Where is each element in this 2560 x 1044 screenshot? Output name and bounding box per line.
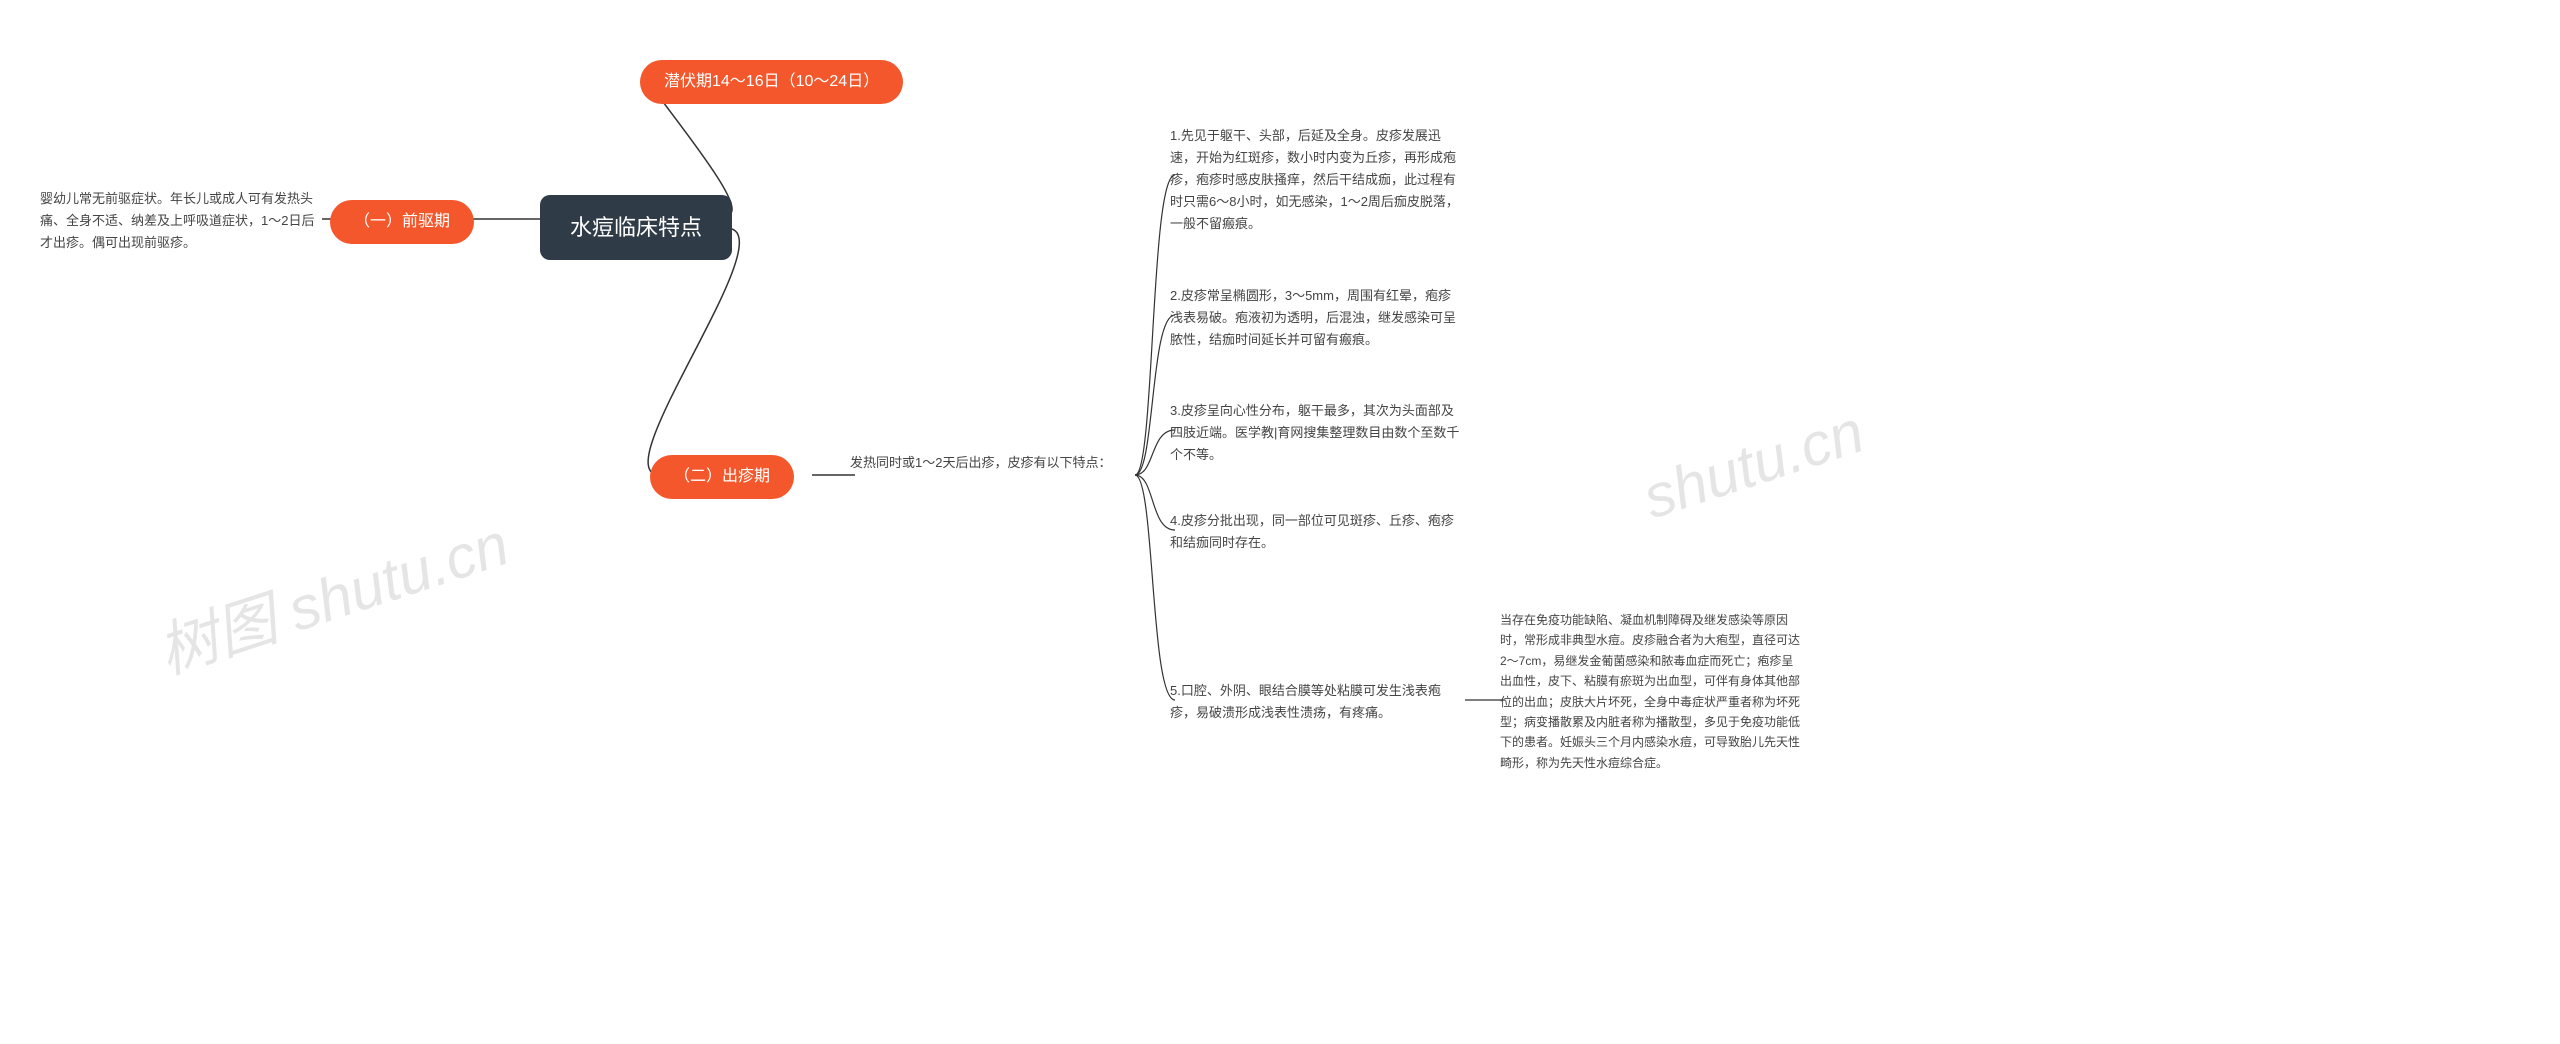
branch-prodrome-label: （一）前驱期 xyxy=(354,213,450,230)
prodrome-detail-text: 婴幼儿常无前驱症状。年长儿或成人可有发热头痛、全身不适、纳差及上呼吸道症状，1～… xyxy=(40,191,314,250)
root-node[interactable]: 水痘临床特点 xyxy=(540,195,732,260)
branch-rash-label: （二）出疹期 xyxy=(674,468,770,485)
root-label: 水痘临床特点 xyxy=(570,215,702,240)
watermark-2: shutu.cn xyxy=(1635,397,1872,533)
rash-item-5: 5.口腔、外阴、眼结合膜等处粘膜可发生浅表疱疹，易破溃形成浅表性溃疡，有疼痛。 xyxy=(1170,680,1460,724)
branch-prodrome[interactable]: （一）前驱期 xyxy=(330,200,474,244)
watermark-1-text: 树图 shutu.cn xyxy=(150,510,516,686)
rash-item-5-extra: 当存在免疫功能缺陷、凝血机制障碍及继发感染等原因时，常形成非典型水痘。皮疹融合者… xyxy=(1500,610,1800,773)
rash-item-3-text: 3.皮疹呈向心性分布，躯干最多，其次为头面部及四肢近端。医学教|育网搜集整理数目… xyxy=(1170,403,1459,462)
watermark-1: 树图 shutu.cn xyxy=(145,496,518,691)
rash-item-5-extra-text: 当存在免疫功能缺陷、凝血机制障碍及继发感染等原因时，常形成非典型水痘。皮疹融合者… xyxy=(1500,613,1800,770)
rash-item-4-text: 4.皮疹分批出现，同一部位可见斑疹、丘疹、疱疹和结痂同时存在。 xyxy=(1170,513,1454,550)
watermark-2-text: shutu.cn xyxy=(1635,398,1871,532)
rash-item-3: 3.皮疹呈向心性分布，躯干最多，其次为头面部及四肢近端。医学教|育网搜集整理数目… xyxy=(1170,400,1460,466)
rash-item-2: 2.皮疹常呈椭圆形，3～5mm，周围有红晕，疱疹浅表易破。疱液初为透明，后混浊，… xyxy=(1170,285,1460,351)
rash-item-1: 1.先见于躯干、头部，后延及全身。皮疹发展迅速，开始为红斑疹，数小时内变为丘疹，… xyxy=(1170,125,1460,235)
branch-incubation[interactable]: 潜伏期14～16日（10～24日） xyxy=(640,60,903,104)
rash-intro-text: 发热同时或1～2天后出疹，皮疹有以下特点： xyxy=(850,455,1111,470)
rash-intro: 发热同时或1～2天后出疹，皮疹有以下特点： xyxy=(850,452,1130,474)
rash-item-1-text: 1.先见于躯干、头部，后延及全身。皮疹发展迅速，开始为红斑疹，数小时内变为丘疹，… xyxy=(1170,128,1459,231)
mindmap-container: 水痘临床特点 潜伏期14～16日（10～24日） （一）前驱期 婴幼儿常无前驱症… xyxy=(0,0,2560,1044)
rash-item-2-text: 2.皮疹常呈椭圆形，3～5mm，周围有红晕，疱疹浅表易破。疱液初为透明，后混浊，… xyxy=(1170,288,1456,347)
rash-item-5-text: 5.口腔、外阴、眼结合膜等处粘膜可发生浅表疱疹，易破溃形成浅表性溃疡，有疼痛。 xyxy=(1170,683,1441,720)
branch-rash[interactable]: （二）出疹期 xyxy=(650,455,794,499)
prodrome-detail: 婴幼儿常无前驱症状。年长儿或成人可有发热头痛、全身不适、纳差及上呼吸道症状，1～… xyxy=(40,188,320,254)
branch-incubation-label: 潜伏期14～16日（10～24日） xyxy=(664,73,879,90)
rash-item-4: 4.皮疹分批出现，同一部位可见斑疹、丘疹、疱疹和结痂同时存在。 xyxy=(1170,510,1460,554)
